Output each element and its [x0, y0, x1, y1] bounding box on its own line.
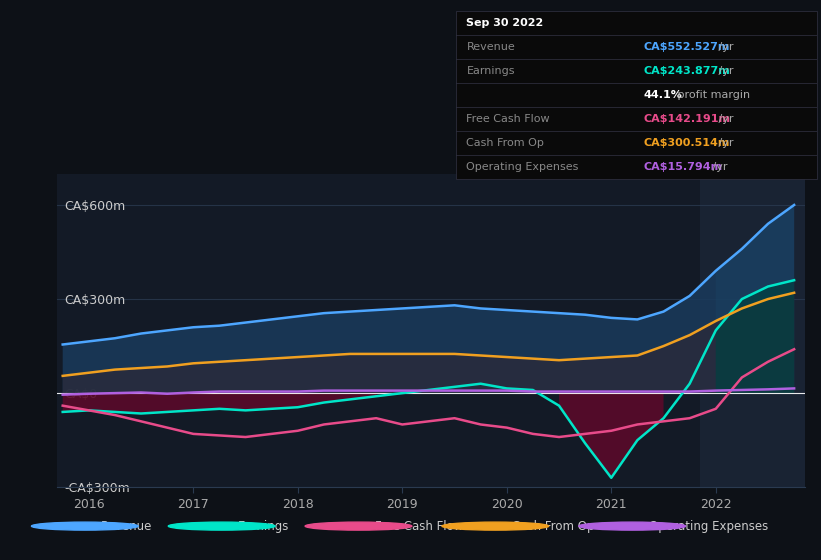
Text: /yr: /yr: [709, 162, 727, 172]
Text: Free Cash Flow: Free Cash Flow: [466, 114, 550, 124]
Text: 44.1%: 44.1%: [644, 90, 682, 100]
Circle shape: [31, 522, 138, 530]
Text: Operating Expenses: Operating Expenses: [466, 162, 579, 172]
Text: Cash From Op: Cash From Op: [511, 520, 594, 533]
Text: Free Cash Flow: Free Cash Flow: [375, 520, 463, 533]
Text: CA$142.191m: CA$142.191m: [644, 114, 731, 124]
Text: CA$552.527m: CA$552.527m: [644, 42, 730, 52]
Text: CA$243.877m: CA$243.877m: [644, 66, 730, 76]
Text: Operating Expenses: Operating Expenses: [649, 520, 768, 533]
FancyBboxPatch shape: [456, 11, 817, 179]
Text: /yr: /yr: [715, 66, 733, 76]
Text: CA$300.514m: CA$300.514m: [644, 138, 730, 148]
Text: Revenue: Revenue: [466, 42, 516, 52]
Text: profit margin: profit margin: [674, 90, 750, 100]
Text: /yr: /yr: [715, 114, 733, 124]
Text: Sep 30 2022: Sep 30 2022: [466, 18, 544, 28]
Text: Cash From Op: Cash From Op: [466, 138, 544, 148]
Text: /yr: /yr: [715, 138, 733, 148]
Text: Earnings: Earnings: [466, 66, 515, 76]
Circle shape: [579, 522, 686, 530]
Circle shape: [442, 522, 548, 530]
Text: /yr: /yr: [715, 42, 733, 52]
Circle shape: [305, 522, 412, 530]
Bar: [700, 174, 805, 487]
Text: CA$15.794m: CA$15.794m: [644, 162, 722, 172]
Text: Earnings: Earnings: [238, 520, 290, 533]
Circle shape: [168, 522, 275, 530]
Text: Revenue: Revenue: [101, 520, 153, 533]
